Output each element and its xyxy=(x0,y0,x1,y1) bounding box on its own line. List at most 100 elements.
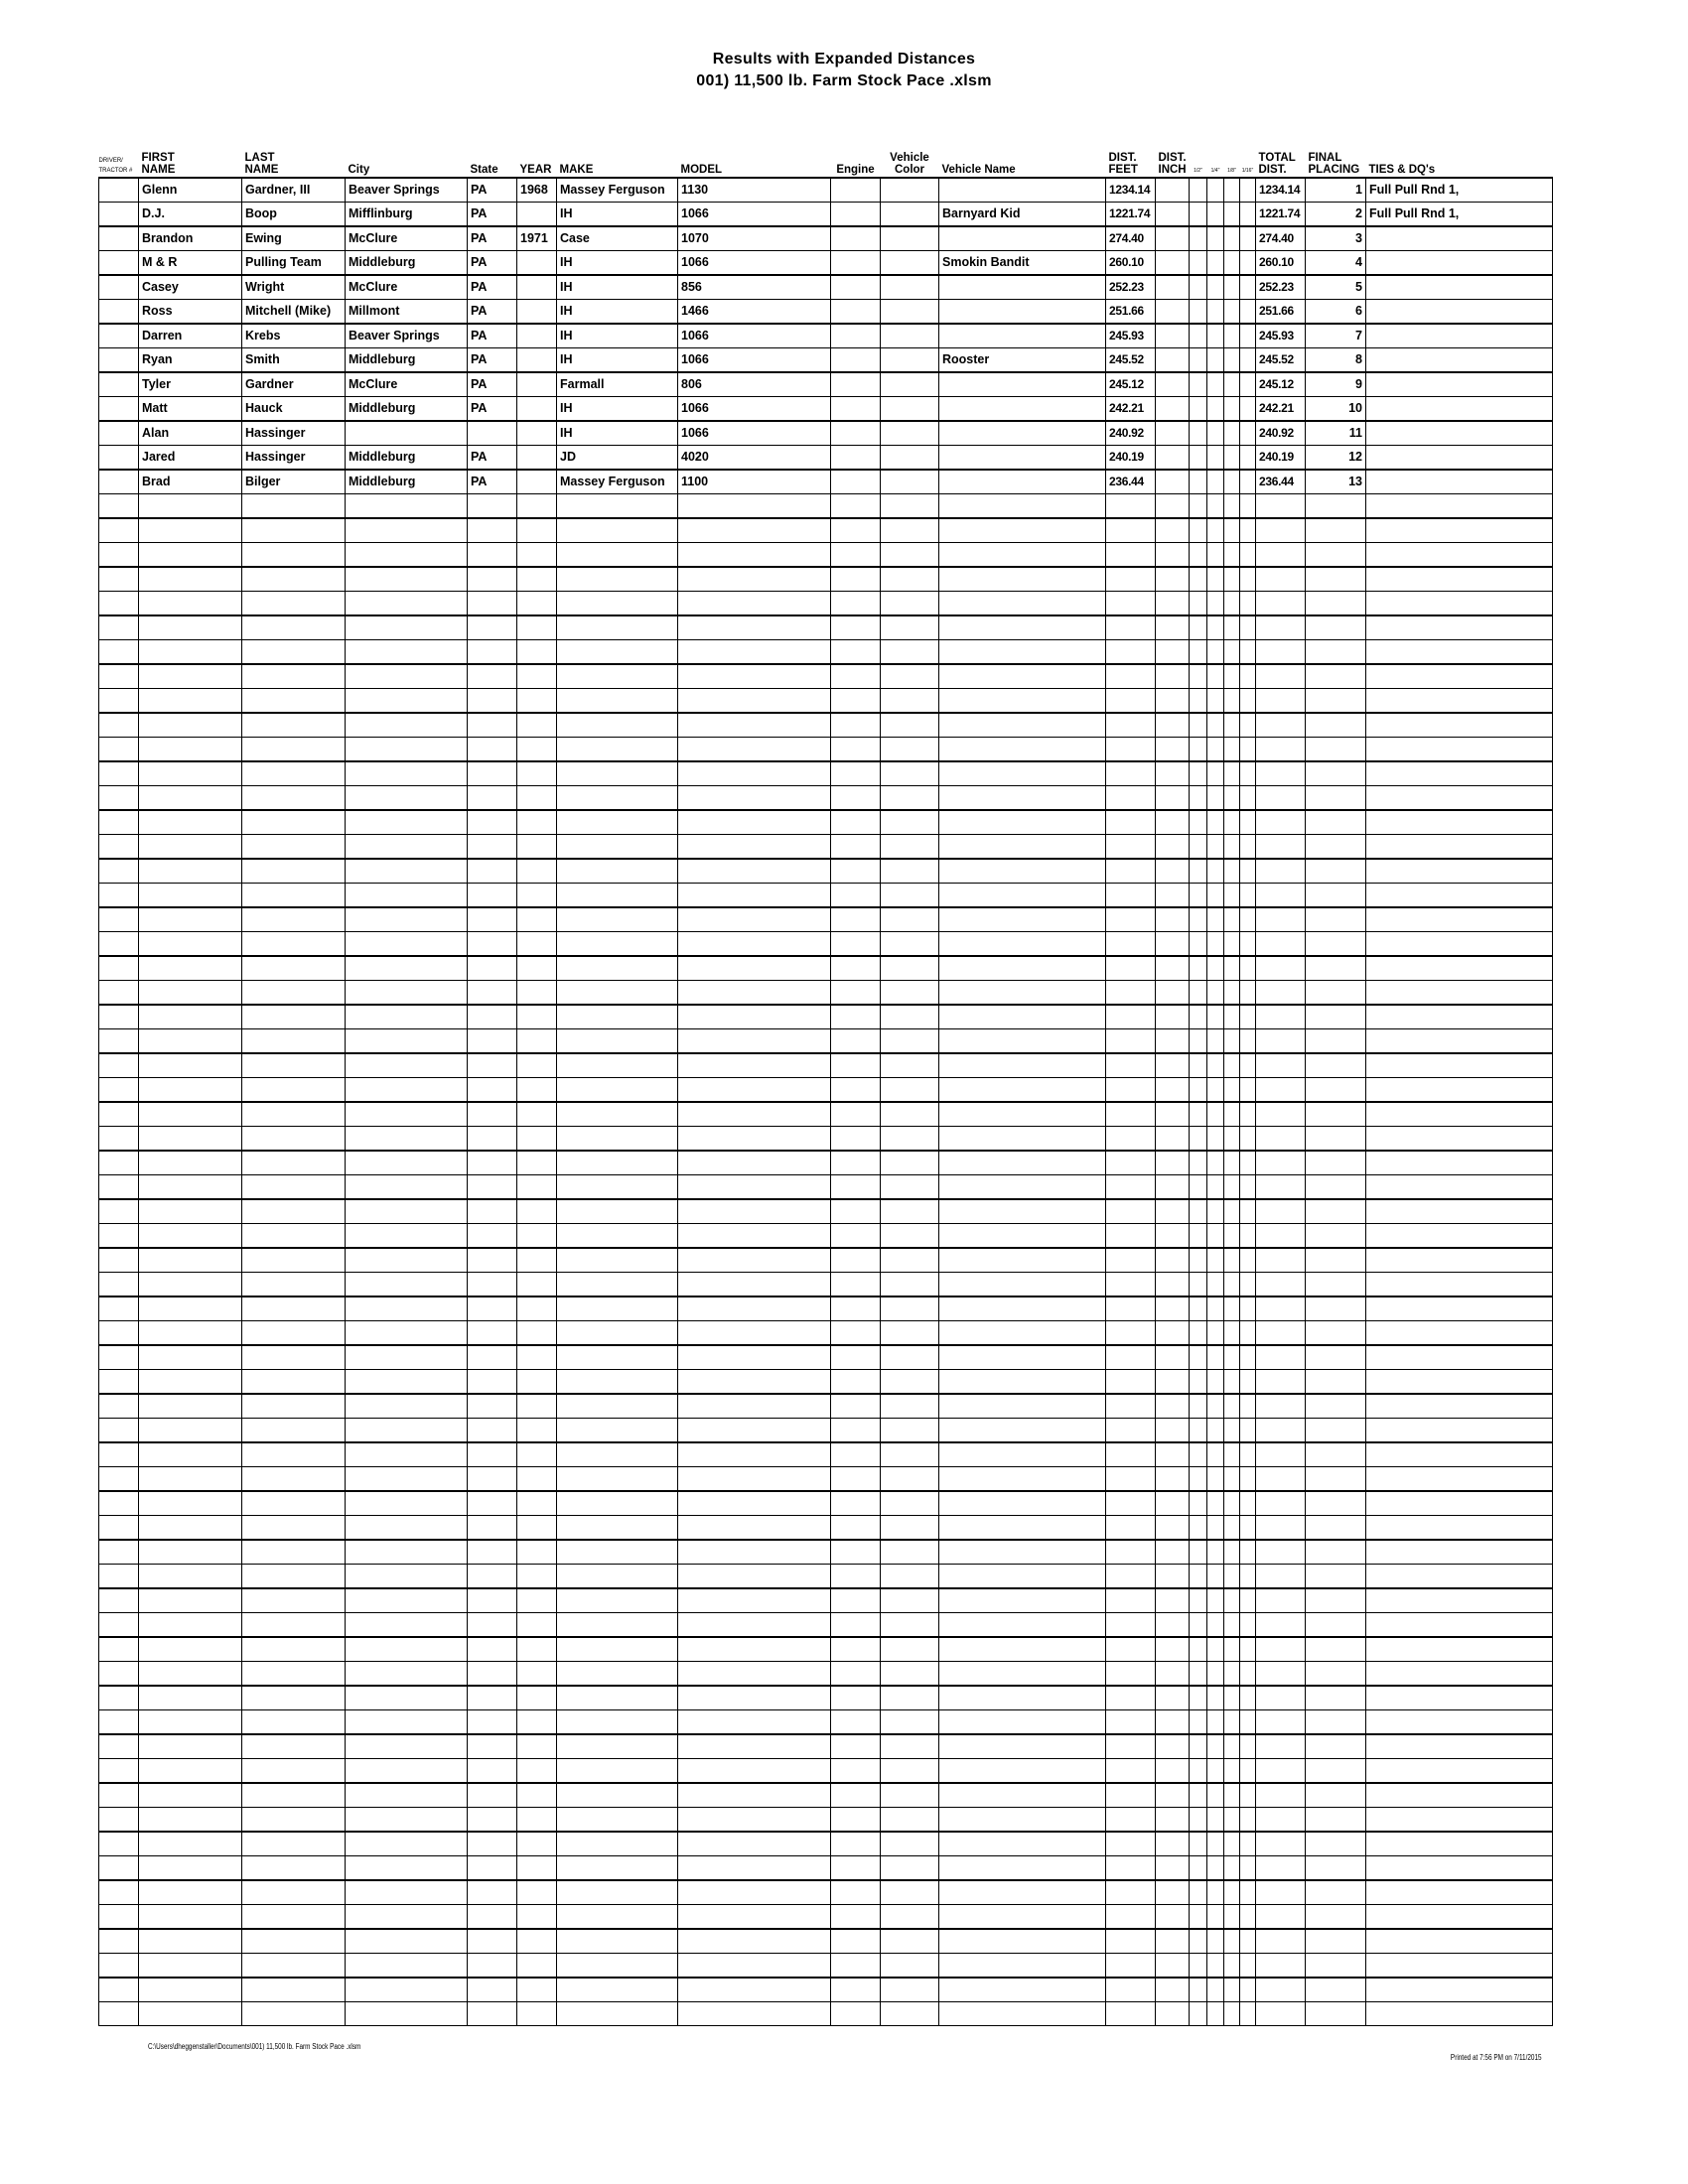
cell-frac-eighth xyxy=(1223,1685,1240,1710)
cell-model xyxy=(677,1539,831,1565)
cell-dist-feet: 236.44 xyxy=(1105,469,1156,494)
cell-last-name xyxy=(241,1661,346,1687)
cell-total-dist xyxy=(1255,1758,1306,1784)
cell-city xyxy=(345,858,468,884)
empty-row xyxy=(98,931,1553,957)
cell-frac-sixteenth xyxy=(1239,1807,1256,1833)
cell-year xyxy=(516,834,557,860)
cell-total-dist xyxy=(1255,1807,1306,1833)
cell-make xyxy=(556,1587,678,1613)
cell-total-dist xyxy=(1255,1685,1306,1710)
cell-dist-inch xyxy=(1155,517,1190,543)
cell-driver-number xyxy=(98,785,139,811)
cell-engine xyxy=(830,1174,881,1200)
empty-row xyxy=(98,1515,1553,1541)
cell-make xyxy=(556,1296,678,1321)
cell-first-name xyxy=(138,906,242,932)
cell-dist-feet xyxy=(1105,834,1156,860)
empty-row xyxy=(98,1953,1553,1979)
cell-city: Middleburg xyxy=(345,396,468,422)
cell-driver-number xyxy=(98,1296,139,1321)
cell-make xyxy=(556,785,678,811)
cell-vehicle-name xyxy=(938,1369,1106,1395)
cell-total-dist: 240.19 xyxy=(1255,445,1306,471)
cell-vehicle-color xyxy=(880,760,939,786)
cell-last-name xyxy=(241,737,346,762)
cell-engine xyxy=(830,1077,881,1103)
cell-frac-eighth xyxy=(1223,712,1240,738)
cell-vehicle-color xyxy=(880,1564,939,1589)
cell-first-name xyxy=(138,858,242,884)
cell-frac-half xyxy=(1189,1685,1207,1710)
cell-first-name xyxy=(138,1636,242,1662)
cell-model xyxy=(677,1174,831,1200)
table-row: Brandon Ewing McClure PA 1971 Case 1070 274.40 2… xyxy=(98,225,1553,251)
cell-city: Middleburg xyxy=(345,347,468,373)
empty-row xyxy=(98,1296,1553,1321)
cell-ties-dqs xyxy=(1365,1441,1553,1467)
cell-engine xyxy=(830,688,881,714)
cell-vehicle-name xyxy=(938,445,1106,471)
cell-city xyxy=(345,1418,468,1443)
cell-total-dist xyxy=(1255,955,1306,981)
cell-frac-sixteenth xyxy=(1239,250,1256,276)
cell-vehicle-name xyxy=(938,1515,1106,1541)
cell-driver-number xyxy=(98,1807,139,1833)
cell-make: IH xyxy=(556,420,678,446)
cell-last-name xyxy=(241,785,346,811)
cell-vehicle-color xyxy=(880,1126,939,1152)
cell-ties-dqs xyxy=(1365,1831,1553,1856)
cell-city xyxy=(345,1441,468,1467)
header-dist-inch: DIST. INCH xyxy=(1158,152,1187,176)
cell-frac-sixteenth xyxy=(1239,323,1256,348)
cell-dist-inch xyxy=(1155,760,1190,786)
cell-engine xyxy=(830,1004,881,1029)
cell-first-name xyxy=(138,1466,242,1492)
cell-vehicle-name xyxy=(938,614,1106,640)
cell-state xyxy=(467,1904,517,1930)
cell-first-name xyxy=(138,542,242,568)
cell-first-name xyxy=(138,1490,242,1516)
cell-final-placing xyxy=(1305,1126,1366,1152)
cell-frac-quarter xyxy=(1206,1831,1224,1856)
cell-dist-feet xyxy=(1105,1977,1156,2002)
cell-dist-inch xyxy=(1155,1953,1190,1979)
cell-total-dist xyxy=(1255,737,1306,762)
empty-row xyxy=(98,955,1553,981)
cell-ties-dqs xyxy=(1365,225,1553,251)
cell-final-placing xyxy=(1305,688,1366,714)
cell-vehicle-color xyxy=(880,250,939,276)
cell-year xyxy=(516,663,557,689)
cell-engine xyxy=(830,225,881,251)
cell-vehicle-color xyxy=(880,1369,939,1395)
cell-city: Middleburg xyxy=(345,445,468,471)
cell-dist-feet xyxy=(1105,1174,1156,1200)
cell-last-name xyxy=(241,1344,346,1370)
cell-ties-dqs xyxy=(1365,1077,1553,1103)
header-state: State xyxy=(470,164,498,176)
cell-driver-number xyxy=(98,1223,139,1249)
cell-state xyxy=(467,1004,517,1029)
empty-row xyxy=(98,1150,1553,1175)
cell-driver-number xyxy=(98,1126,139,1152)
cell-frac-eighth xyxy=(1223,1564,1240,1589)
cell-last-name: Gardner xyxy=(241,371,346,397)
cell-year xyxy=(516,737,557,762)
cell-final-placing xyxy=(1305,931,1366,957)
cell-first-name xyxy=(138,1052,242,1078)
cell-dist-inch xyxy=(1155,906,1190,932)
cell-last-name: Krebs xyxy=(241,323,346,348)
cell-vehicle-color xyxy=(880,396,939,422)
cell-first-name xyxy=(138,1879,242,1905)
header-fraction-half: 1/2" xyxy=(1194,168,1202,174)
cell-make xyxy=(556,1782,678,1808)
cell-dist-inch xyxy=(1155,371,1190,397)
cell-engine xyxy=(830,323,881,348)
cell-driver-number xyxy=(98,1272,139,1297)
cell-dist-feet xyxy=(1105,542,1156,568)
cell-year xyxy=(516,1879,557,1905)
cell-vehicle-name xyxy=(938,1320,1106,1346)
cell-first-name xyxy=(138,760,242,786)
cell-state: PA xyxy=(467,371,517,397)
cell-state xyxy=(467,1247,517,1273)
